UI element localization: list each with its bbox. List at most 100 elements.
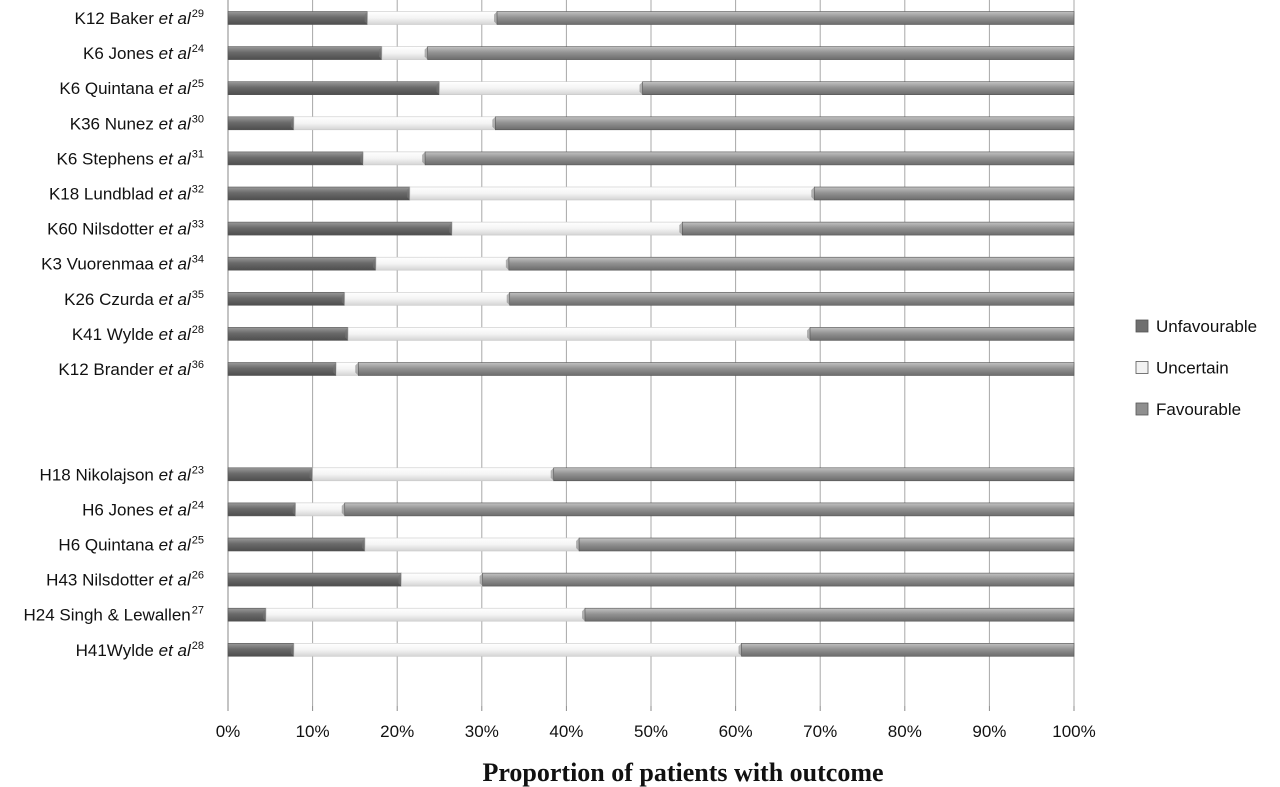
bar-segment-favourable	[584, 607, 1075, 622]
bar-segment-edge	[373, 257, 377, 271]
legend-swatch-unfavourable	[1135, 319, 1149, 333]
bar-segment-favourable	[682, 221, 1075, 236]
bar-segment-edge	[582, 608, 586, 622]
bar-segment-edge	[436, 81, 440, 95]
bar-segment-edge	[341, 292, 345, 306]
bar-segment-edge	[449, 222, 453, 236]
bar-segment-favourable	[496, 11, 1075, 25]
bar-segment-uncertain	[293, 642, 742, 657]
category-label: H24 Singh & Lewallen27	[23, 605, 204, 625]
bar-segment-edge	[492, 116, 496, 130]
bar-segment-uncertain	[439, 81, 643, 95]
bar-segment-edge	[290, 116, 294, 130]
x-tick-label: 30%	[465, 722, 499, 741]
bar-segment-favourable	[813, 186, 1075, 201]
bar-segment-edge	[360, 151, 364, 165]
bar-segment-edge	[494, 11, 498, 25]
legend-label-favourable: Favourable	[1156, 400, 1241, 419]
bar-segment-unfavourable	[227, 116, 295, 131]
bar-segment-edge	[290, 643, 294, 657]
x-tick-label: 90%	[972, 722, 1006, 741]
bar-segment-unfavourable	[227, 572, 402, 587]
x-axis-title: Proportion of patients with outcome	[482, 758, 883, 787]
category-label: K6 Jones et al24	[83, 43, 204, 63]
legend: Unfavourable Uncertain Favourable	[1135, 317, 1257, 419]
bar-segment-favourable	[553, 467, 1075, 482]
bar-segment-unfavourable	[227, 221, 453, 236]
bar-segment-edge	[309, 467, 313, 481]
x-tick-label: 50%	[634, 722, 668, 741]
category-label: H41Wylde et al28	[76, 640, 204, 660]
x-tick-label: 10%	[296, 722, 330, 741]
bars	[227, 11, 1075, 657]
category-label: K18 Lundblad et al32	[49, 184, 204, 204]
bar-segment-edge	[679, 222, 683, 236]
bar-segment-edge	[333, 362, 337, 376]
bar-segment-uncertain	[367, 11, 498, 25]
bar-segment-uncertain	[401, 572, 483, 587]
bar-segment-unfavourable	[227, 151, 364, 166]
x-axis-ticks: 0% 10% 20% 30% 40% 50% 60% 70% 80% 90% 100%	[216, 722, 1096, 741]
bar-segment-edge	[506, 292, 510, 306]
bar-segment-edge	[362, 538, 366, 551]
bar-segment-edge	[811, 187, 815, 200]
category-label: K26 Czurda et al35	[64, 289, 204, 309]
bar-segment-uncertain	[375, 256, 510, 271]
bar-segment-unfavourable	[227, 46, 383, 60]
legend-swatch-uncertain	[1135, 361, 1149, 374]
legend-label-uncertain: Uncertain	[1156, 359, 1229, 378]
category-label: K6 Quintana et al25	[59, 78, 204, 98]
bar-segment-uncertain	[344, 291, 511, 306]
category-label: K41 Wylde et al28	[72, 324, 204, 344]
bar-segment-edge	[364, 11, 368, 25]
bar-segment-favourable	[741, 642, 1075, 657]
x-tick-label: 80%	[888, 722, 922, 741]
category-label: K36 Nunez et al30	[70, 113, 204, 133]
bar-segment-unfavourable	[227, 11, 368, 25]
bar-segment-unfavourable	[227, 467, 313, 482]
bar-segment-uncertain	[335, 362, 359, 376]
legend-label-unfavourable: Unfavourable	[1156, 317, 1257, 336]
bar-segment-edge	[422, 151, 426, 165]
bar-segment-edge	[738, 643, 742, 657]
bar-segment-favourable	[578, 537, 1075, 552]
x-tick-label: 40%	[549, 722, 583, 741]
bar-segment-edge	[807, 327, 811, 341]
x-tick-label: 60%	[719, 722, 753, 741]
bar-segment-unfavourable	[227, 537, 366, 552]
bar-segment-uncertain	[409, 186, 815, 201]
bar-segment-unfavourable	[227, 256, 377, 271]
bar-segment-unfavourable	[227, 502, 296, 517]
bar-segment-favourable	[344, 502, 1075, 517]
bar-segment-favourable	[424, 151, 1075, 166]
category-label: H6 Jones et al24	[82, 499, 204, 519]
bar-segment-favourable	[509, 291, 1075, 306]
bar-segment-edge	[378, 46, 382, 60]
bar-segment-uncertain	[295, 502, 346, 517]
bar-segment-uncertain	[363, 151, 426, 166]
category-label: K6 Stephens et al31	[57, 148, 204, 168]
category-label: K60 Nilsdotter et al33	[47, 219, 204, 239]
x-tick-label: 100%	[1052, 722, 1095, 741]
legend-swatch-favourable	[1135, 402, 1149, 416]
bar-segment-unfavourable	[227, 81, 440, 95]
bar-segment-edge	[341, 502, 345, 516]
bar-segment-uncertain	[381, 46, 428, 60]
bar-segment-edge	[424, 46, 428, 60]
bar-segment-edge	[263, 608, 267, 622]
bar-segment-edge	[398, 573, 402, 587]
bar-segment-uncertain	[347, 327, 811, 341]
bar-segment-unfavourable	[227, 642, 295, 657]
gridlines	[227, 0, 1075, 711]
category-label: H18 Nikolajson et al23	[40, 464, 204, 484]
bar-segment-uncertain	[293, 116, 496, 131]
bar-segment-uncertain	[451, 221, 683, 236]
category-label: K3 Vuorenmaa et al34	[41, 254, 204, 274]
x-tick-label: 70%	[803, 722, 837, 741]
category-label: K12 Baker et al29	[75, 8, 205, 28]
bar-segment-edge	[639, 81, 643, 95]
bar-segment-favourable	[642, 81, 1075, 95]
bar-segment-uncertain	[364, 537, 580, 552]
bar-segment-unfavourable	[227, 607, 267, 622]
